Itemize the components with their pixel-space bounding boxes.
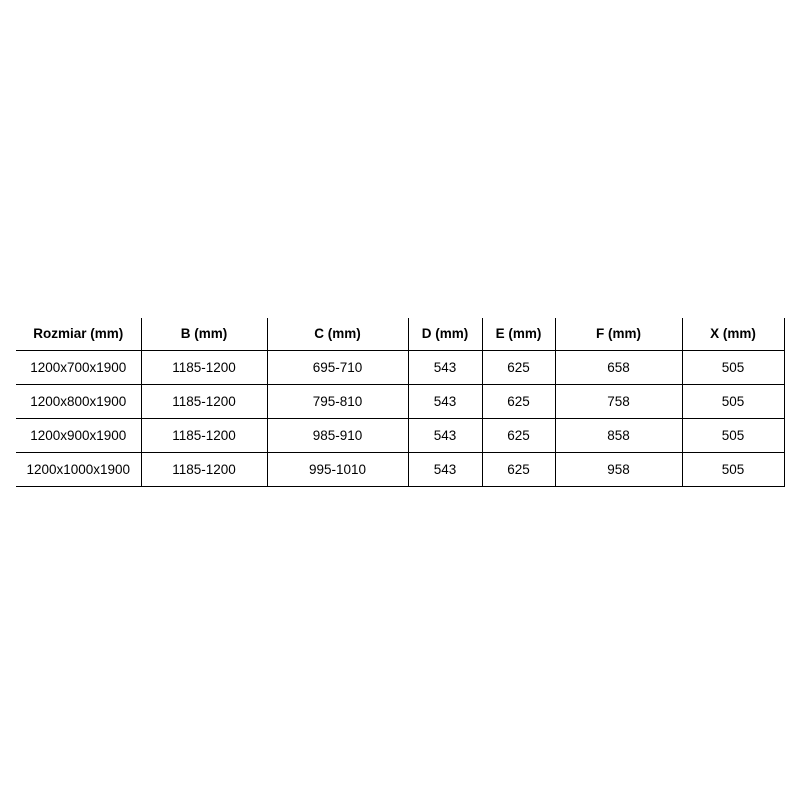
cell-rozmiar: 1200x700x1900 [16,350,141,385]
cell-d: 543 [407,452,482,487]
cell-e: 625 [481,384,555,419]
dimension-table: Rozmiar (mm) B (mm) C (mm) D (mm) E (mm)… [16,318,785,487]
cell-c: 995-1010 [266,452,408,487]
cell-f: 658 [554,350,682,385]
table-row: 1200x900x1900 1185-1200 985-910 543 625 … [16,418,785,453]
table-header-row: Rozmiar (mm) B (mm) C (mm) D (mm) E (mm)… [16,318,785,351]
column-header-b: B (mm) [140,318,267,351]
cell-c: 695-710 [266,350,408,385]
table-row: 1200x1000x1900 1185-1200 995-1010 543 62… [16,452,785,487]
table-body: 1200x700x1900 1185-1200 695-710 543 625 … [16,350,785,487]
table-row: 1200x700x1900 1185-1200 695-710 543 625 … [16,350,785,385]
cell-d: 543 [407,384,482,419]
cell-f: 858 [554,418,682,453]
cell-c: 795-810 [266,384,408,419]
cell-b: 1185-1200 [140,350,267,385]
column-header-c: C (mm) [266,318,408,351]
cell-d: 543 [407,418,482,453]
cell-b: 1185-1200 [140,418,267,453]
cell-x: 505 [681,452,785,487]
column-header-e: E (mm) [481,318,555,351]
cell-x: 505 [681,384,785,419]
cell-x: 505 [681,418,785,453]
cell-f: 758 [554,384,682,419]
table-row: 1200x800x1900 1185-1200 795-810 543 625 … [16,384,785,419]
cell-e: 625 [481,350,555,385]
table-header: Rozmiar (mm) B (mm) C (mm) D (mm) E (mm)… [16,318,785,351]
cell-f: 958 [554,452,682,487]
cell-e: 625 [481,418,555,453]
cell-e: 625 [481,452,555,487]
cell-b: 1185-1200 [140,452,267,487]
cell-x: 505 [681,350,785,385]
cell-d: 543 [407,350,482,385]
cell-rozmiar: 1200x1000x1900 [16,452,141,487]
cell-c: 985-910 [266,418,408,453]
cell-rozmiar: 1200x800x1900 [16,384,141,419]
column-header-d: D (mm) [407,318,482,351]
dimension-table-container: Rozmiar (mm) B (mm) C (mm) D (mm) E (mm)… [16,318,785,487]
cell-b: 1185-1200 [140,384,267,419]
column-header-x: X (mm) [681,318,785,351]
column-header-rozmiar: Rozmiar (mm) [16,318,141,351]
cell-rozmiar: 1200x900x1900 [16,418,141,453]
column-header-f: F (mm) [554,318,682,351]
